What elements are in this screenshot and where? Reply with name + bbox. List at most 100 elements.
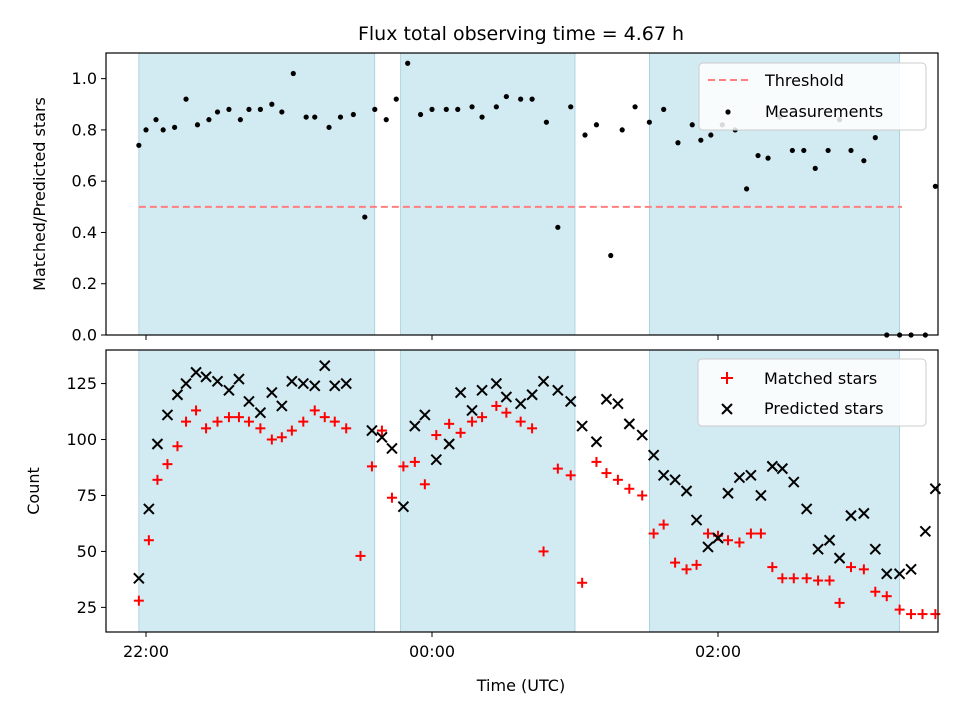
predicted-star-point — [376, 431, 388, 443]
predicted-star-point — [514, 398, 527, 410]
measurement-point — [214, 109, 221, 115]
matched-star-point — [834, 597, 845, 608]
predicted-star-point — [386, 442, 398, 455]
matched-star-point — [191, 405, 202, 416]
measurement-point — [337, 114, 344, 120]
predicted-star-point — [869, 543, 882, 555]
bottom-ytick-label-4: 125 — [66, 374, 97, 393]
predicted-star-point — [466, 404, 478, 417]
predicted-star-point — [881, 568, 893, 580]
measurement-point — [708, 132, 714, 138]
chart-title: Flux total observing time = 4.67 h — [358, 23, 684, 45]
matched-star-point — [691, 559, 702, 570]
measurement-point — [812, 165, 818, 171]
predicted-star-point — [309, 380, 321, 392]
top-legend-box — [698, 62, 927, 131]
matched-star-point — [223, 412, 234, 423]
matched-star-point — [624, 483, 635, 494]
measurement-point — [269, 101, 275, 107]
predicted-star-point — [636, 429, 648, 441]
measurement-point — [608, 252, 614, 259]
measurement-point — [372, 106, 378, 112]
measurement-point — [872, 135, 878, 141]
bottom-xlabel: Time (UTC) — [476, 676, 565, 695]
predicted-stars-points — [133, 359, 942, 584]
predicted-star-point — [537, 375, 550, 388]
predicted-star-point — [409, 420, 421, 432]
predicted-star-point — [590, 436, 603, 448]
predicted-star-point — [893, 568, 906, 580]
matched-star-point — [376, 425, 387, 436]
measurement-point — [755, 152, 761, 159]
predicted-star-point — [647, 449, 660, 461]
matched-star-point — [477, 412, 488, 423]
predicted-star-point — [340, 377, 352, 390]
predicted-star-point — [690, 514, 703, 526]
matched-star-point — [813, 575, 824, 586]
predicted-star-point — [788, 476, 800, 488]
matched-star-point — [319, 412, 330, 423]
measurement-point — [632, 104, 638, 110]
measurement-point — [246, 106, 252, 112]
measurement-point — [326, 124, 332, 130]
bottom-xtick-label-1: 00:00 — [409, 642, 455, 661]
matched-star-point — [552, 463, 563, 474]
matched-star-point — [767, 562, 778, 573]
predicted-stars-legend-swatch — [721, 403, 733, 415]
measurement-point — [143, 127, 149, 133]
top-axis-ticks: 0.0 0.2 0.4 0.6 0.8 1.0 — [72, 69, 719, 345]
predicted-star-point — [612, 398, 624, 410]
measurement-point — [183, 96, 189, 102]
matched-star-point — [723, 535, 734, 546]
measurement-point — [698, 137, 704, 143]
predicted-star-point — [233, 373, 245, 385]
matched-star-point — [341, 423, 352, 434]
matched-star-point — [745, 528, 756, 539]
matched-star-point — [527, 423, 538, 434]
measurement-point — [206, 117, 212, 123]
matched-star-point — [681, 564, 692, 575]
matched-star-point — [755, 528, 766, 539]
matched-stars-points — [133, 400, 941, 620]
top-axes-frame — [105, 52, 939, 336]
bottom-xtick-label-0: 22:00 — [123, 642, 169, 661]
measurement-point — [257, 106, 263, 112]
matched-star-point — [801, 573, 812, 584]
predicted-star-point — [366, 424, 378, 437]
matched-star-point — [858, 564, 869, 575]
predicted-star-point — [905, 563, 917, 576]
predicted-star-point — [476, 384, 488, 396]
matched-star-point — [444, 418, 455, 429]
predicted-star-point — [657, 469, 670, 482]
predicted-star-point — [823, 534, 836, 546]
predicted-star-point — [702, 541, 714, 553]
bottom-ytick-label-3: 100 — [66, 430, 97, 449]
measurement-point — [555, 224, 561, 230]
predicted-star-point — [397, 500, 410, 513]
threshold-legend-label: Threshold — [764, 71, 844, 90]
matched-star-point — [577, 577, 588, 588]
matched-star-point — [355, 550, 366, 561]
predicted-star-point — [286, 375, 298, 388]
predicted-star-point — [858, 507, 870, 520]
matched-star-point — [788, 573, 799, 584]
predicted-star-point — [680, 485, 693, 497]
measurement-point — [429, 106, 435, 112]
bottom-ytick-label-1: 50 — [77, 542, 97, 561]
measurement-point — [568, 104, 574, 110]
measurement-point — [279, 109, 285, 115]
matched-star-point — [906, 609, 917, 620]
measurements-legend-label: Measurements — [765, 102, 883, 121]
measurement-point — [479, 114, 485, 120]
predicted-star-point — [430, 453, 442, 466]
predicted-star-point — [745, 469, 757, 482]
measurement-point — [675, 140, 681, 146]
matched-star-point — [233, 412, 244, 423]
matched-star-point — [455, 427, 466, 438]
matched-star-point — [276, 432, 287, 443]
top-ytick-label-0: 0.0 — [72, 326, 97, 345]
bottom-ylabel: Count — [24, 467, 43, 515]
measurement-point — [543, 119, 550, 125]
matched-star-point — [398, 461, 409, 472]
